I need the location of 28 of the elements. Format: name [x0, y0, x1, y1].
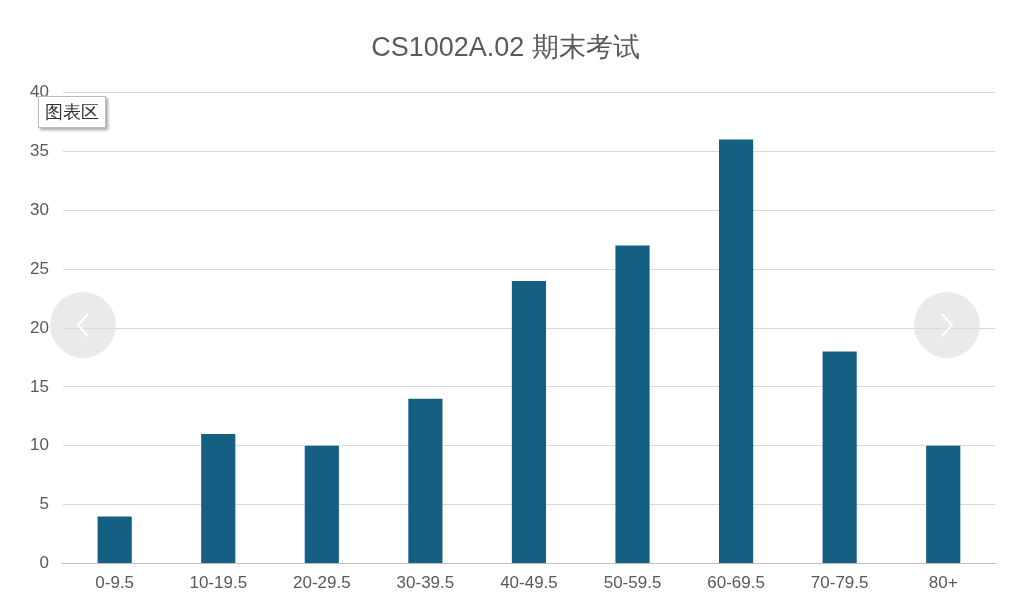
y-tick-label: 30 [29, 199, 49, 219]
x-tick-label: 60-69.5 [707, 573, 765, 593]
y-tick-label: 35 [29, 140, 49, 160]
annotation: 图表区 [38, 96, 106, 128]
x-tick-label: 50-59.5 [603, 573, 662, 593]
y-tick-label: 0 [39, 553, 49, 573]
y-tick-label: 20 [29, 317, 49, 337]
bar [408, 398, 443, 564]
x-tick-label: 20-29.5 [292, 573, 351, 593]
bar [822, 351, 857, 564]
y-tick-label: 5 [39, 494, 49, 514]
x-tick-label: 40-49.5 [500, 573, 558, 593]
bar [97, 516, 132, 564]
chart-title: CS1002A.02 期末考试 [371, 31, 640, 62]
x-tick-label: 80+ [928, 573, 958, 593]
y-tick-label: 25 [29, 258, 49, 278]
bar [201, 434, 236, 564]
bar [926, 445, 961, 564]
x-tick-label: 0-9.5 [95, 573, 135, 593]
x-tick-label: 30-39.5 [396, 573, 455, 593]
y-tick-label: 15 [29, 376, 49, 396]
bar [304, 445, 339, 564]
bar [719, 139, 754, 564]
x-tick-label: 10-19.5 [189, 573, 248, 593]
bar [615, 245, 650, 564]
x-tick-label: 70-79.5 [810, 573, 869, 593]
bar [511, 280, 547, 564]
y-tick-label: 10 [29, 435, 49, 455]
